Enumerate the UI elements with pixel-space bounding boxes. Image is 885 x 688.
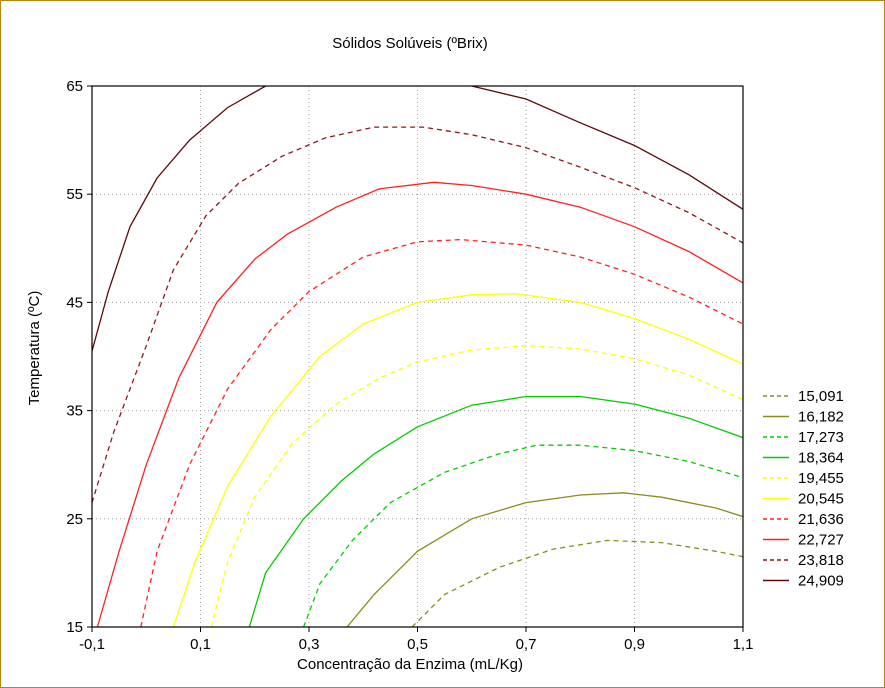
x-tick-label: 0,7 [516, 636, 537, 653]
contour-line-24-909 [92, 86, 266, 352]
legend-label: 16,182 [798, 409, 844, 426]
legend-label: 22,727 [798, 532, 844, 549]
contour-line-15-091 [411, 539, 743, 627]
contour-line-20-545 [172, 293, 743, 627]
y-tick-label: 15 [66, 619, 83, 636]
x-tick-label: 0,3 [299, 636, 320, 653]
y-tick-label: 35 [66, 403, 83, 420]
contour-line-17-273 [302, 444, 743, 627]
x-tick-label: -0,1 [79, 636, 105, 653]
y-axis-label: Temperatura (ºC) [26, 291, 43, 406]
x-tick-label: 0,9 [624, 636, 645, 653]
legend-label: 15,091 [798, 388, 844, 405]
x-tick-label: 0,1 [190, 636, 211, 653]
x-axis-label: Concentração da Enzima (mL/Kg) [297, 656, 523, 673]
legend-label: 18,364 [798, 450, 844, 467]
legend-label: 21,636 [798, 511, 844, 528]
y-tick-label: 65 [66, 78, 83, 95]
contour-line-19-455 [210, 345, 743, 627]
legend-label: 24,909 [798, 573, 844, 590]
x-tick-label: 1,1 [733, 636, 754, 653]
contour-line-16-182 [346, 492, 743, 627]
plot-background [92, 86, 743, 627]
legend-label: 20,545 [798, 491, 844, 508]
contour-line-23-818 [92, 126, 743, 503]
contour-line-18-364 [248, 395, 743, 627]
plot-area: -0,1 0,1 0,3 0,5 0,7 0,9 1,1 15 25 35 45 55 65 [66, 78, 753, 653]
y-tick-label: 25 [66, 511, 83, 528]
chart-title: Sólidos Solúveis (ºBrix) [332, 35, 488, 52]
legend-label: 19,455 [798, 470, 844, 487]
y-tick-label: 55 [66, 186, 83, 203]
contour-line-24-909 [471, 86, 743, 210]
y-tick-label: 45 [66, 294, 83, 311]
contour-line-22-727 [96, 181, 743, 627]
legend: 15,091 16,182 17,273 18,364 19,455 20,545 21,6… [763, 388, 844, 590]
x-tick-label: 0,5 [407, 636, 428, 653]
legend-label: 23,818 [798, 552, 844, 569]
contour-line-21-636 [140, 238, 743, 627]
legend-label: 17,273 [798, 429, 844, 446]
